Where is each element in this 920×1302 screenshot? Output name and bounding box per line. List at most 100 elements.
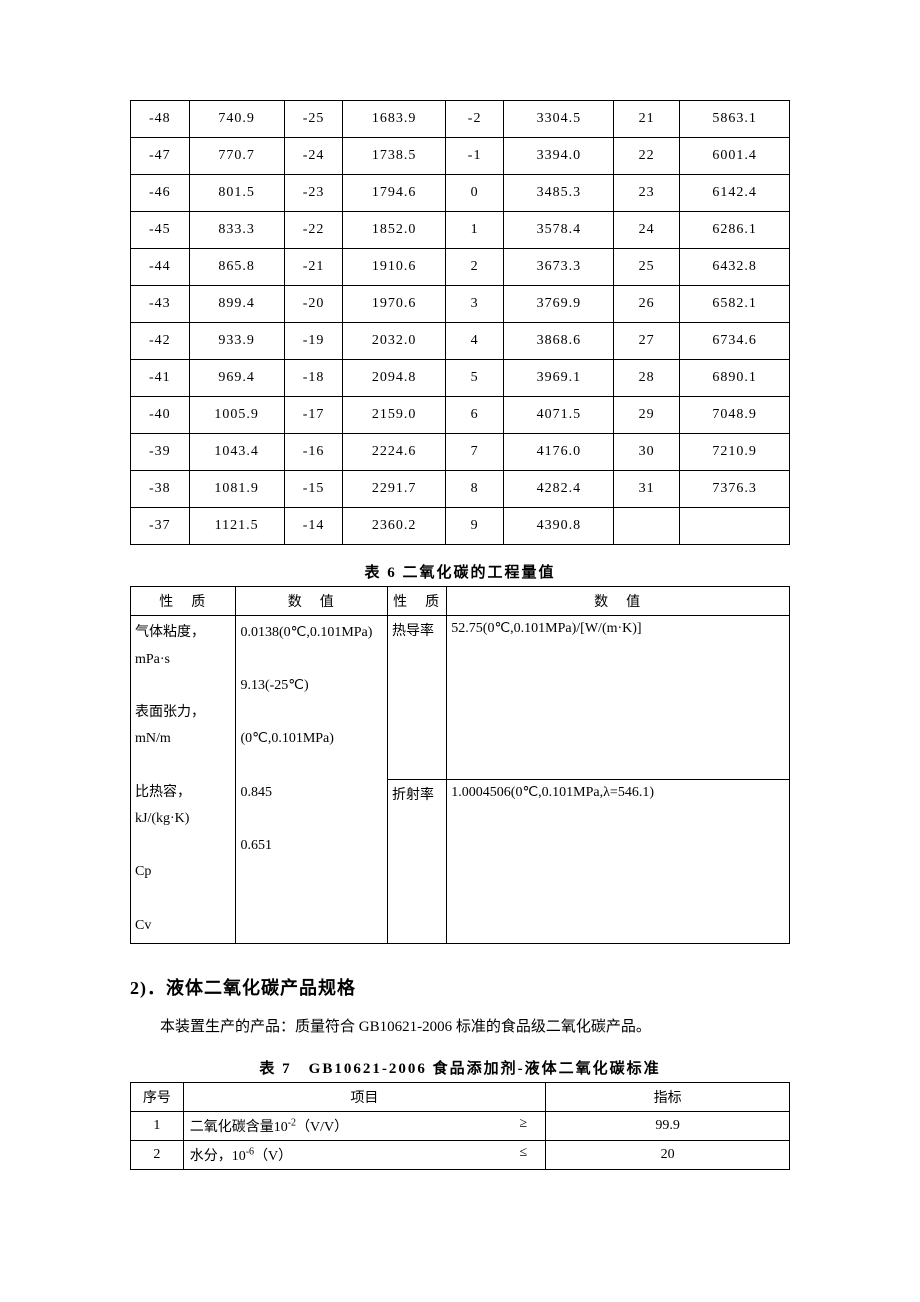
table6-right-val2: 1.0004506(0℃,0.101MPa,λ=546.1) <box>447 780 790 944</box>
table-row: -48740.9-251683.9-23304.5215863.1 <box>131 101 790 138</box>
table-row: -47770.7-241738.5-13394.0226001.4 <box>131 138 790 175</box>
table-cell <box>614 508 680 545</box>
table-cell: 22 <box>614 138 680 175</box>
table-cell: 2032.0 <box>343 323 446 360</box>
spec-value: 20 <box>546 1141 790 1170</box>
table-row: -391043.4-162224.674176.0307210.9 <box>131 434 790 471</box>
table-cell: -1 <box>445 138 504 175</box>
table-cell: -38 <box>131 471 190 508</box>
table-cell: 6432.8 <box>680 249 790 286</box>
table-cell: -24 <box>284 138 343 175</box>
table-cell: 28 <box>614 360 680 397</box>
table-cell: -41 <box>131 360 190 397</box>
spec-header-no: 序号 <box>131 1083 184 1112</box>
table-cell: 6582.1 <box>680 286 790 323</box>
table6-header-val1: 数 值 <box>236 587 388 616</box>
table-cell: 6890.1 <box>680 360 790 397</box>
table-cell: -48 <box>131 101 190 138</box>
table-cell: 23 <box>614 175 680 212</box>
table-row: 1二氧化碳含量10-2（V/V）≥99.9 <box>131 1112 790 1141</box>
table-cell: 4 <box>445 323 504 360</box>
table6-header-prop2: 性 质 <box>388 587 447 616</box>
table6-caption: 表 6 二氧化碳的工程量值 <box>130 561 790 582</box>
table6-right-prop1: 热导率 <box>388 616 447 780</box>
table-cell: 4176.0 <box>504 434 614 471</box>
table-cell: 1 <box>445 212 504 249</box>
table-cell: 3304.5 <box>504 101 614 138</box>
table-cell: 770.7 <box>189 138 284 175</box>
table-cell: 4071.5 <box>504 397 614 434</box>
table-cell: 3578.4 <box>504 212 614 249</box>
spec-header-item: 项目 <box>183 1083 545 1112</box>
table-row: -43899.4-201970.633769.9266582.1 <box>131 286 790 323</box>
table-row: -46801.5-231794.603485.3236142.4 <box>131 175 790 212</box>
table-row: -45833.3-221852.013578.4246286.1 <box>131 212 790 249</box>
table-row: -381081.9-152291.784282.4317376.3 <box>131 471 790 508</box>
table-cell: 3 <box>445 286 504 323</box>
table-cell: 740.9 <box>189 101 284 138</box>
table7-caption: 表 7 GB10621-2006 食品添加剂-液体二氧化碳标准 <box>130 1057 790 1078</box>
table-cell: 2224.6 <box>343 434 446 471</box>
table-cell: -45 <box>131 212 190 249</box>
table-cell: -44 <box>131 249 190 286</box>
table-cell: 29 <box>614 397 680 434</box>
table-cell: -15 <box>284 471 343 508</box>
table-cell: -23 <box>284 175 343 212</box>
table-cell: 3394.0 <box>504 138 614 175</box>
table-cell: 1121.5 <box>189 508 284 545</box>
table6-header-val2: 数 值 <box>447 587 790 616</box>
table-cell: 2094.8 <box>343 360 446 397</box>
section-title: 2)．液体二氧化碳产品规格 <box>130 974 790 1000</box>
table-cell: 801.5 <box>189 175 284 212</box>
table-cell: 5 <box>445 360 504 397</box>
table-cell: -39 <box>131 434 190 471</box>
table-cell: 1794.6 <box>343 175 446 212</box>
table-row: -41969.4-182094.853969.1286890.1 <box>131 360 790 397</box>
table6-header-prop1: 性 质 <box>131 587 236 616</box>
table6-left-props: 气体粘度，mPa·s表面张力，mN/m比热容，kJ/(kg·K)CpCv <box>131 616 236 944</box>
vapor-pressure-table: -48740.9-251683.9-23304.5215863.1-47770.… <box>130 100 790 545</box>
table-cell: 1043.4 <box>189 434 284 471</box>
table-cell: 933.9 <box>189 323 284 360</box>
table-cell: -43 <box>131 286 190 323</box>
table-cell: 2159.0 <box>343 397 446 434</box>
table-cell: -46 <box>131 175 190 212</box>
spec-item: 二氧化碳含量10-2（V/V）≥ <box>183 1112 545 1141</box>
table-cell: 7 <box>445 434 504 471</box>
table-cell: 1005.9 <box>189 397 284 434</box>
table-cell: 3969.1 <box>504 360 614 397</box>
table6-left-vals: 0.0138(0℃,0.101MPa)9.13(-25℃)(0℃,0.101MP… <box>236 616 388 944</box>
table-cell: 1852.0 <box>343 212 446 249</box>
table-cell <box>680 508 790 545</box>
table-cell: 31 <box>614 471 680 508</box>
table-cell: -21 <box>284 249 343 286</box>
table-cell: 0 <box>445 175 504 212</box>
table-cell: -14 <box>284 508 343 545</box>
table-cell: 9 <box>445 508 504 545</box>
table-cell: 3769.9 <box>504 286 614 323</box>
table-cell: -22 <box>284 212 343 249</box>
table-cell: 8 <box>445 471 504 508</box>
table-cell: 865.8 <box>189 249 284 286</box>
table-cell: -47 <box>131 138 190 175</box>
table-cell: -25 <box>284 101 343 138</box>
table-cell: 7376.3 <box>680 471 790 508</box>
table-cell: 21 <box>614 101 680 138</box>
table-cell: -16 <box>284 434 343 471</box>
spec-no: 1 <box>131 1112 184 1141</box>
table-cell: -42 <box>131 323 190 360</box>
spec-table: 序号 项目 指标 1二氧化碳含量10-2（V/V）≥99.92水分，10-6（V… <box>130 1082 790 1170</box>
table-cell: -37 <box>131 508 190 545</box>
table-cell: 6734.6 <box>680 323 790 360</box>
table-cell: 1738.5 <box>343 138 446 175</box>
table-cell: 27 <box>614 323 680 360</box>
table-cell: 24 <box>614 212 680 249</box>
section-body: 本装置生产的产品：质量符合 GB10621-2006 标准的食品级二氧化碳产品。 <box>130 1014 790 1041</box>
table-row: 2水分，10-6（V）≤20 <box>131 1141 790 1170</box>
table-cell: 2291.7 <box>343 471 446 508</box>
table-cell: 3868.6 <box>504 323 614 360</box>
spec-value: 99.9 <box>546 1112 790 1141</box>
engineering-values-table: 性 质 数 值 性 质 数 值 气体粘度，mPa·s表面张力，mN/m比热容，k… <box>130 586 790 944</box>
table-cell: -18 <box>284 360 343 397</box>
table-cell: -20 <box>284 286 343 323</box>
